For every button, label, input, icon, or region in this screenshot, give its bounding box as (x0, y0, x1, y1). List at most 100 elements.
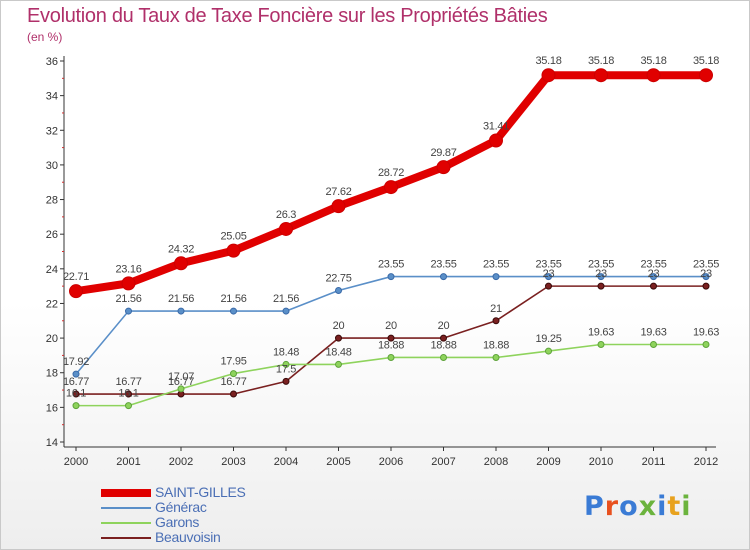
x-tick-label: 2008 (484, 456, 508, 468)
x-tick-label: 2001 (116, 456, 140, 468)
data-point (279, 221, 293, 236)
chart-subtitle: (en %) (27, 30, 63, 44)
data-point (335, 360, 342, 368)
x-tick-label: 2004 (274, 456, 298, 468)
data-point (230, 390, 237, 398)
data-point (545, 273, 552, 281)
chart-axes: 14 16 18 20 22 24 26 28 30 32 34 36 2000 2001 2002 2003… (46, 56, 718, 468)
legend-swatch (101, 488, 151, 497)
data-point (72, 402, 80, 410)
data-point (594, 68, 608, 83)
data-point (597, 282, 605, 290)
data-label: 21.56 (168, 293, 194, 305)
data-label: 23 (595, 268, 607, 280)
data-point (226, 243, 241, 258)
data-label: 23.55 (640, 259, 666, 271)
data-label: 16.77 (220, 376, 246, 388)
logo-letter: i (681, 491, 692, 522)
y-tick-label: 18 (46, 368, 58, 380)
data-point (282, 307, 290, 315)
data-point (597, 273, 605, 281)
logo-letter: o (619, 491, 639, 522)
data-point (387, 334, 395, 342)
data-point (335, 286, 342, 294)
y-tick-label: 16 (46, 402, 58, 414)
x-tick-label: 2010 (589, 456, 613, 468)
y-tick-label: 14 (46, 437, 58, 449)
data-label: 35.18 (535, 55, 561, 67)
data-labels-layer: 22.71 23.16 24.32 25.05 26.3 27.62 28.72 29.87 3… (63, 55, 720, 400)
data-label: 23 (700, 268, 712, 280)
data-point (492, 317, 500, 325)
y-tick-label: 36 (46, 56, 58, 68)
data-label: 27.62 (325, 186, 351, 198)
logo-letter: t (667, 491, 682, 522)
data-label: 17.07 (168, 371, 194, 383)
data-label: 20 (385, 320, 397, 332)
data-point (177, 385, 185, 393)
data-label: 18.88 (378, 339, 404, 351)
data-label: 22.75 (325, 272, 351, 284)
data-point (125, 390, 132, 398)
data-label: 26.3 (276, 209, 296, 221)
data-point (436, 160, 451, 175)
data-label: 17.95 (220, 356, 246, 368)
data-point (384, 180, 398, 195)
data-label: 18.88 (430, 339, 456, 351)
y-tick-label: 30 (46, 160, 58, 172)
data-label: 23.55 (483, 259, 509, 271)
data-point (545, 282, 552, 290)
data-label: 16.1 (118, 388, 138, 400)
data-label: 23.55 (693, 259, 719, 271)
y-tick-label: 26 (46, 229, 58, 241)
data-label: 25.05 (220, 231, 246, 243)
data-label: 21.56 (220, 293, 246, 305)
legend-label: SAINT-GILLES (155, 484, 246, 500)
data-label: 19.63 (640, 326, 666, 338)
data-label: 21.56 (115, 293, 141, 305)
data-label: 16.77 (63, 376, 89, 388)
data-point (541, 68, 556, 83)
data-label: 19.63 (693, 326, 719, 338)
x-tick-label: 2007 (431, 456, 455, 468)
data-point (331, 199, 346, 214)
legend-swatch (101, 536, 151, 539)
y-tick-label: 20 (46, 333, 58, 345)
data-point (125, 402, 132, 410)
data-label: 20 (438, 320, 450, 332)
data-label: 35.18 (640, 55, 666, 67)
y-tick-label: 32 (46, 125, 58, 137)
data-label: 17.5 (276, 363, 296, 375)
data-label: 23.55 (430, 259, 456, 271)
data-point (121, 276, 136, 291)
legend-label: Générac (155, 499, 207, 515)
data-label: 35.18 (693, 55, 719, 67)
data-label: 16.77 (115, 376, 141, 388)
series-layer (69, 68, 713, 410)
data-label: 20 (333, 320, 345, 332)
data-point (597, 340, 605, 348)
data-label: 31.41 (483, 120, 509, 132)
legend-swatch (101, 521, 151, 524)
y-tick-label: 22 (46, 298, 58, 310)
data-label: 17.92 (63, 356, 89, 368)
data-point (69, 284, 83, 299)
data-label: 23.55 (378, 259, 404, 271)
y-tick-label: 28 (46, 195, 58, 207)
data-point (174, 256, 188, 271)
data-point (440, 334, 447, 342)
x-tick-label: 2009 (536, 456, 560, 468)
data-label: 19.25 (535, 333, 561, 345)
x-tick-label: 2002 (169, 456, 193, 468)
legend-label: Beauvoisin (155, 529, 221, 545)
proxiti-logo: Proxiti (584, 491, 692, 522)
data-point (646, 68, 661, 83)
data-label: 35.18 (588, 55, 614, 67)
data-label: 18.48 (273, 346, 299, 358)
data-point (650, 282, 657, 290)
data-point (72, 370, 80, 378)
x-tick-label: 2011 (642, 456, 666, 468)
data-label: 23.16 (115, 263, 141, 275)
